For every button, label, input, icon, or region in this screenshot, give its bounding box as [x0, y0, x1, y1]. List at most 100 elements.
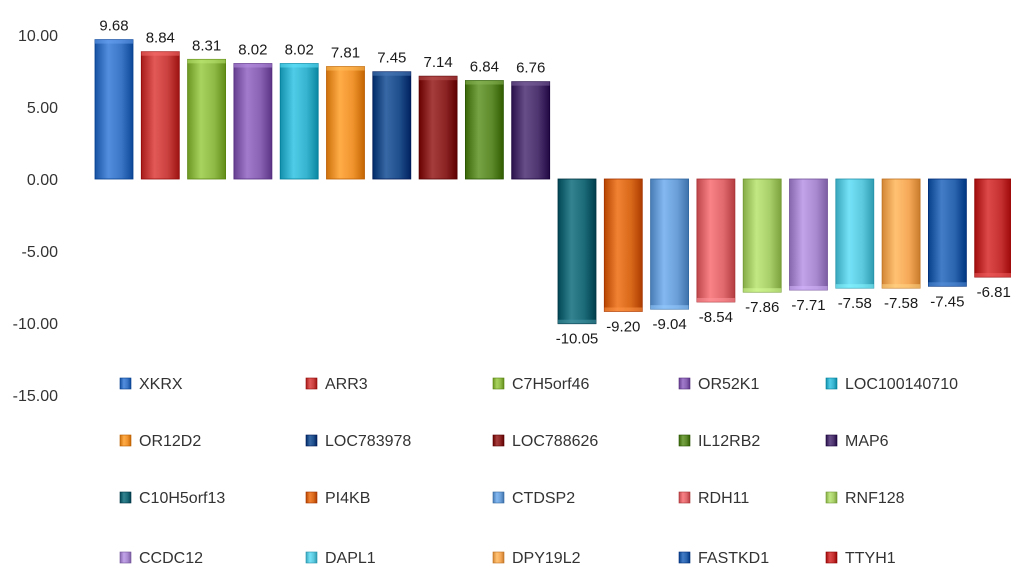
legend-item: LOC783978	[305, 433, 411, 450]
bar-cap	[187, 59, 226, 64]
legend-label: OR52K1	[698, 376, 759, 393]
legend-label: XKRX	[139, 376, 183, 393]
bar-cap	[326, 66, 365, 71]
data-labels-group: 9.68 8.84 8.31 8.02 8.02 7.81 7.45 7.14 6.84 6.76…	[99, 18, 1010, 348]
data-label: 8.84	[146, 30, 175, 47]
legend-swatch	[492, 377, 505, 390]
legend-item: XKRX	[119, 376, 183, 393]
data-label: 6.76	[516, 60, 545, 77]
bar-arr3	[140, 51, 180, 180]
legend-item: TTYH1	[825, 550, 896, 567]
legend-item: CTDSP2	[492, 490, 575, 507]
legend-swatch	[305, 491, 318, 504]
bar-loc788626	[418, 75, 458, 180]
bar-cap	[974, 273, 1011, 278]
bar-cap	[511, 81, 550, 86]
bar-cap	[233, 63, 272, 68]
legend-swatch	[492, 491, 505, 504]
bar-loc783978	[372, 71, 412, 180]
data-label: -9.04	[652, 316, 686, 333]
data-label: -8.54	[699, 309, 733, 326]
legend-swatch	[305, 434, 318, 447]
legend-swatch	[825, 491, 838, 504]
legend-label: LOC100140710	[845, 376, 958, 393]
legend-label: DPY19L2	[512, 550, 581, 567]
y-tick-label: -5.00	[22, 244, 59, 261]
bar-cap	[835, 284, 874, 289]
legend-item: DPY19L2	[492, 550, 581, 567]
legend-item: LOC100140710	[825, 376, 958, 393]
legend-label: FASTKD1	[698, 550, 769, 567]
legend-swatch	[119, 551, 132, 564]
bar-ccdc12	[789, 178, 828, 291]
bar-map6	[511, 81, 551, 180]
bar-cap	[696, 297, 735, 302]
legend-label: RDH11	[698, 490, 749, 507]
legend-swatch	[825, 434, 838, 447]
legend-label: RNF128	[845, 490, 905, 507]
bar-cap	[743, 288, 782, 293]
legend-item: RNF128	[825, 490, 905, 507]
y-tick-label: -10.00	[13, 316, 58, 333]
y-tick-label: 5.00	[27, 100, 58, 117]
legend-label: OR12D2	[139, 433, 201, 450]
bar-xkrx	[94, 39, 134, 180]
legend-swatch	[678, 377, 691, 390]
legend-swatch	[119, 491, 132, 504]
data-label: 7.45	[377, 50, 406, 67]
bar-cap	[789, 286, 828, 291]
legend-item: DAPL1	[305, 550, 376, 567]
legend-label: TTYH1	[845, 550, 896, 567]
bar-cap	[558, 319, 596, 324]
data-label: -7.71	[791, 297, 825, 314]
legend-swatch	[678, 434, 691, 447]
bar-dapl1	[835, 178, 875, 289]
legend-item: FASTKD1	[678, 550, 769, 567]
legend-swatch	[678, 491, 691, 504]
legend-label: LOC788626	[512, 433, 598, 450]
data-label: 7.81	[331, 45, 360, 62]
data-label: 8.31	[192, 37, 221, 54]
legend-item: RDH11	[678, 490, 749, 507]
y-axis: 10.00 5.00 0.00 -5.00 -10.00 -15.00	[13, 28, 58, 405]
bar-cap	[95, 39, 133, 44]
data-label: 7.14	[423, 54, 452, 71]
bar-cap	[141, 51, 180, 56]
bar-cap	[928, 282, 967, 287]
bar-c7h5orf46	[187, 58, 227, 180]
legend-label: IL12RB2	[698, 433, 760, 450]
legend-item: ARR3	[305, 376, 368, 393]
bar-fastkd1	[928, 178, 967, 287]
bar-cap	[604, 307, 643, 312]
legend-item: OR12D2	[119, 433, 201, 450]
data-label: -7.45	[930, 293, 964, 310]
data-label: -9.20	[606, 318, 640, 335]
legend-label: ARR3	[325, 376, 368, 393]
bar-rdh11	[696, 178, 736, 303]
legend-swatch	[305, 377, 318, 390]
bar-c10h5orf13	[557, 178, 597, 325]
bar-ctdsp2	[650, 178, 689, 310]
bar-or12d2	[326, 66, 365, 180]
bar-ttyh1	[974, 178, 1011, 278]
legend-item: CCDC12	[119, 550, 203, 567]
bar-cap	[650, 305, 689, 310]
y-tick-label: 0.00	[27, 172, 58, 189]
data-label: -7.58	[884, 295, 918, 312]
legend-item: LOC788626	[492, 433, 598, 450]
legend: XKRX ARR3 C7H5orf46 OR52K1 LOC100140710 OR12D…	[119, 376, 958, 567]
bar-cap	[465, 80, 504, 85]
bar-dpy19l2	[881, 178, 921, 289]
legend-item: C10H5orf13	[119, 490, 225, 507]
bar-or52k1	[233, 63, 273, 180]
data-label: 6.84	[470, 59, 499, 76]
legend-swatch	[305, 551, 318, 564]
bar-cap	[372, 71, 411, 76]
bar-cap	[882, 284, 921, 289]
legend-label: LOC783978	[325, 433, 411, 450]
legend-item: MAP6	[825, 433, 889, 450]
bar-cap	[419, 76, 458, 81]
bar-il12rb2	[464, 80, 504, 180]
data-label: -6.81	[977, 284, 1011, 301]
